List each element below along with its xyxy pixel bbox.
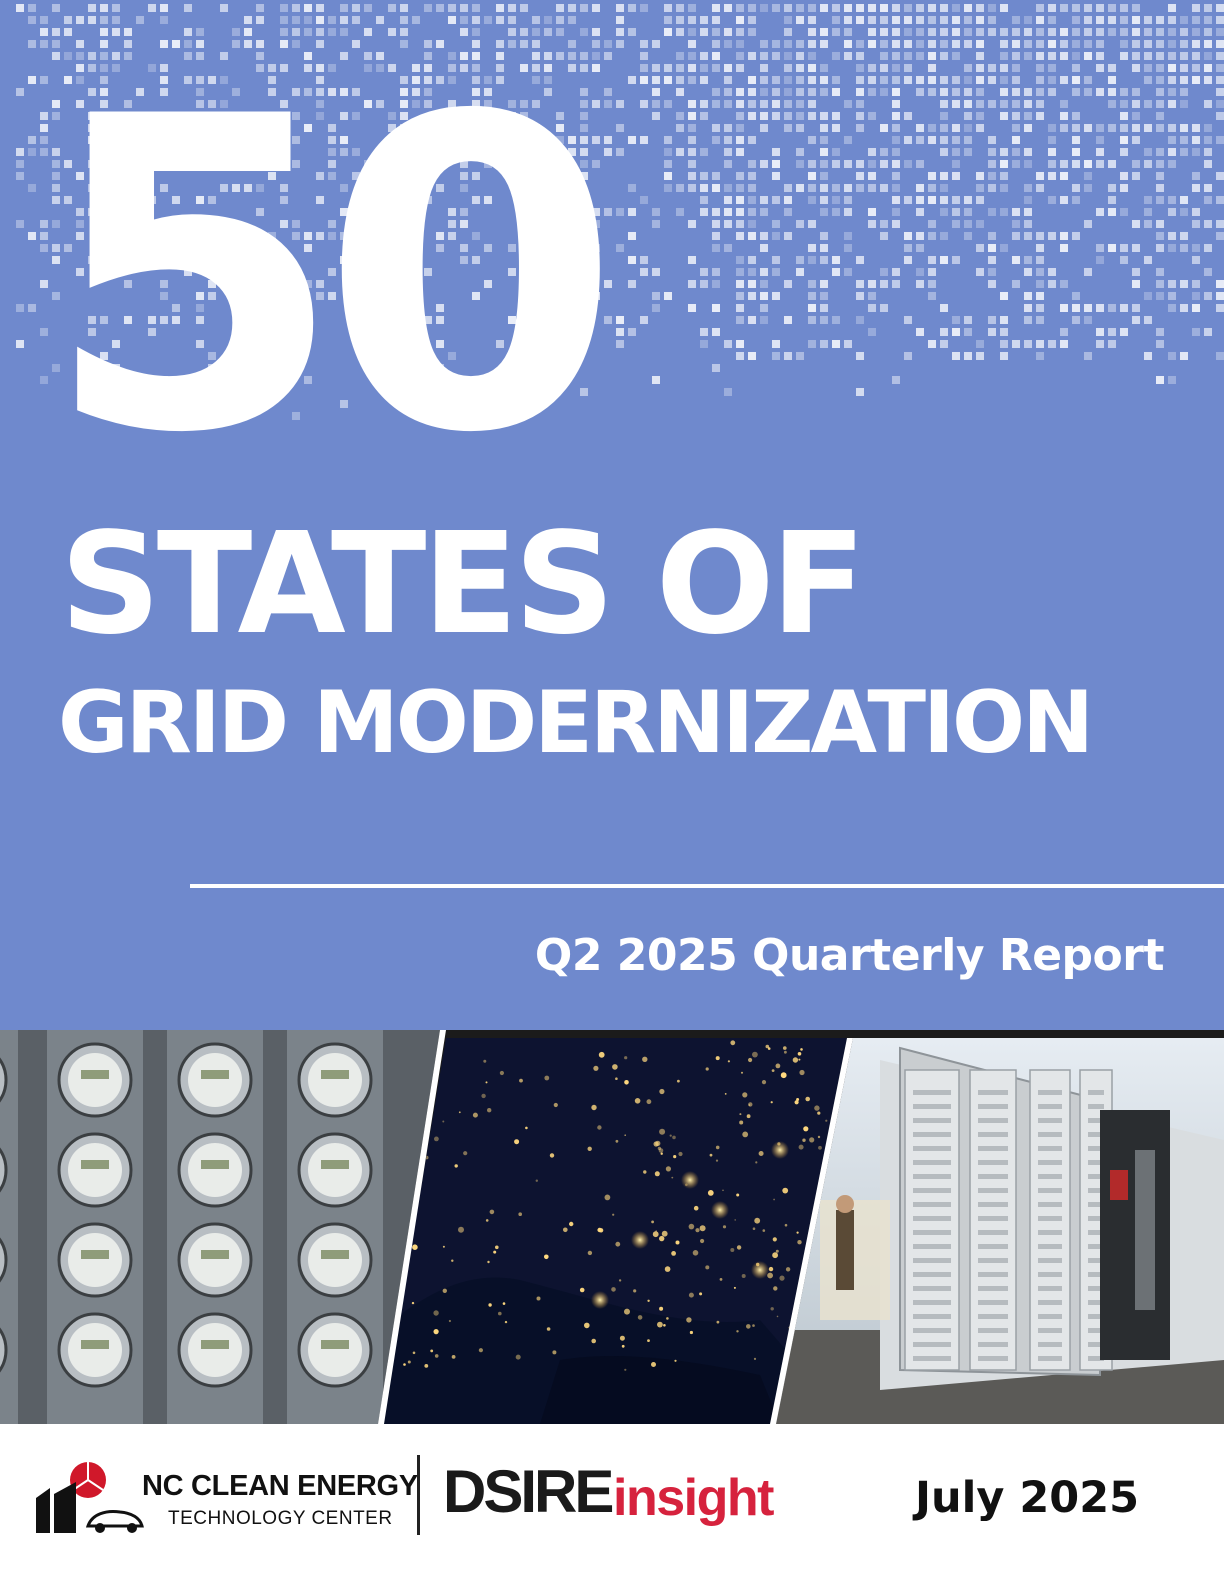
photo-collage [0,1030,1224,1424]
photo-strip [0,1030,1224,1424]
logo-divider [417,1455,420,1535]
us-night-lights-satellite-photo [382,1038,847,1424]
dsire-insight-text: insight [613,1469,774,1527]
cover-number: 50 [44,27,620,527]
nc-clean-energy-logo-icon [36,1462,144,1533]
dsire-logo-text: DSIRE [443,1458,614,1525]
title-divider [190,884,1224,888]
battery-storage-cabinet-photo [776,1038,1224,1424]
nc-logo-subtitle: TECHNOLOGY CENTER [168,1508,393,1529]
electric-meters-photo [0,1030,440,1424]
cover-title-line2: GRID MODERNIZATION [58,673,1094,773]
report-subtitle: Q2 2025 Quarterly Report [534,930,1165,981]
nc-logo-title: NC CLEAN ENERGY [142,1470,418,1502]
cover-footer [0,1424,1224,1584]
pixel-dot-pattern [16,4,1224,420]
cover-title-line1: STATES OF [60,503,866,666]
cover-hero: 50 STATES OF GRID MODERNIZATION Q2 2025 … [0,0,1224,1033]
publication-date: July 2025 [915,1473,1140,1523]
